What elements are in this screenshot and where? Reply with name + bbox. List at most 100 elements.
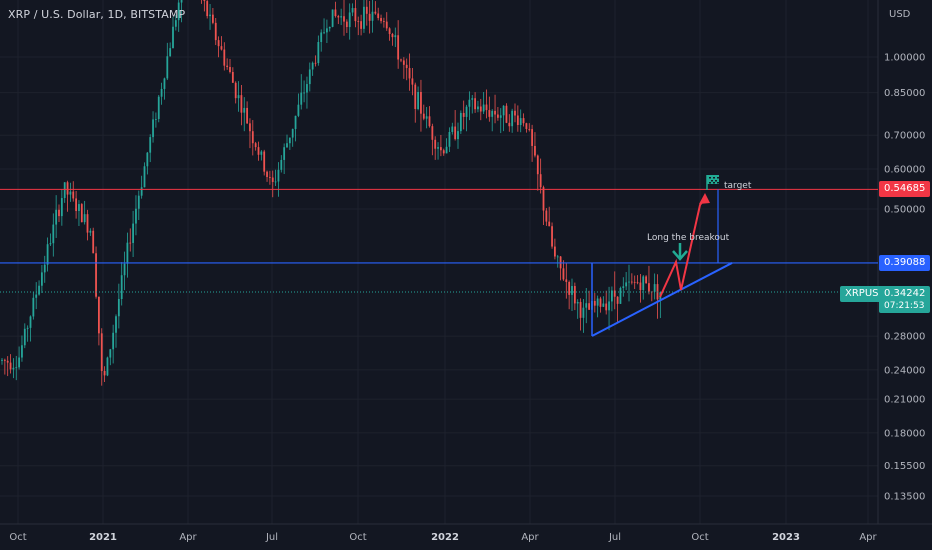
candle-body	[525, 123, 528, 129]
candle-body	[422, 113, 425, 119]
candle-body	[514, 110, 516, 116]
target-annotation: target	[724, 181, 752, 191]
candle-body	[89, 230, 92, 233]
candle-body	[539, 174, 542, 188]
candle-body	[83, 214, 86, 223]
target-price-label: 0.54685	[884, 183, 926, 194]
candle-body	[240, 95, 243, 113]
breakout-arrow-icon	[672, 250, 688, 261]
candle-body	[588, 303, 590, 310]
candle-body	[648, 283, 650, 292]
candle-body	[291, 129, 294, 138]
candle-body	[380, 18, 382, 22]
candle-body	[511, 110, 514, 127]
candle-body	[297, 104, 300, 116]
candle-body	[377, 13, 380, 19]
candle-body	[471, 98, 474, 100]
candle-body	[129, 242, 132, 244]
candle-body	[371, 11, 374, 21]
candle-body	[38, 285, 40, 295]
candle-body	[229, 66, 231, 72]
candle-body	[323, 32, 325, 34]
candle-body	[528, 128, 531, 130]
candle-body	[46, 244, 49, 265]
candle-body	[143, 166, 146, 188]
candle-body	[556, 256, 559, 258]
candle-body	[482, 104, 485, 112]
candle-body	[43, 264, 46, 273]
candle-body	[15, 367, 18, 369]
candle-body	[505, 105, 508, 123]
candle-body	[180, 0, 183, 3]
candle-body	[494, 110, 496, 115]
candle-body	[554, 246, 556, 257]
flag-check	[709, 182, 711, 184]
candle-body	[117, 299, 120, 317]
candle-body	[109, 349, 112, 358]
candle-body	[18, 357, 20, 368]
candle-body	[163, 78, 166, 89]
candle-body	[405, 64, 408, 69]
price-tick-label: 0.60000	[884, 164, 925, 175]
candle-body	[326, 28, 328, 33]
triangle-rising-support	[591, 262, 733, 337]
candle-body	[52, 224, 55, 244]
candle-body	[206, 1, 209, 17]
candle-body	[55, 209, 58, 225]
current-symbol-tag[interactable]: XRPUSD	[840, 286, 892, 302]
candle-body	[58, 209, 60, 217]
candle-body	[502, 105, 505, 116]
candle-body	[269, 177, 271, 178]
candle-body	[345, 21, 348, 28]
candle-body	[314, 62, 317, 64]
candle-body	[334, 9, 337, 17]
breakout-price-tag: 0.39088	[879, 255, 931, 271]
flag-check	[713, 182, 715, 184]
candle-body	[628, 281, 630, 283]
time-tick-label: Jul	[608, 532, 621, 543]
price-tick-label: 0.18000	[884, 428, 925, 439]
candle-body	[645, 276, 647, 284]
candle-body	[625, 282, 628, 287]
candle-body	[174, 20, 177, 27]
current-price-tag: 0.34242 07:21:53	[879, 286, 931, 313]
candle-body	[75, 198, 77, 212]
candle-body	[300, 92, 303, 105]
candle-body	[582, 307, 585, 318]
price-tick-label: 0.24000	[884, 365, 925, 376]
candle-body	[571, 286, 573, 295]
candle-body	[231, 71, 234, 83]
candle-body	[442, 150, 445, 154]
candle-body	[1, 359, 3, 361]
candle-body	[545, 210, 548, 222]
candle-body	[437, 147, 439, 149]
candle-body	[368, 13, 371, 21]
candle-body	[451, 126, 454, 132]
candle-body	[417, 91, 419, 109]
candle-body	[459, 112, 462, 132]
time-tick-label: Oct	[691, 532, 708, 543]
candle-body	[619, 287, 622, 304]
price-tick-label: 0.13500	[884, 492, 925, 503]
candle-body	[431, 126, 434, 140]
candle-body	[602, 303, 605, 307]
candle-body	[303, 92, 305, 94]
candle-body	[166, 56, 169, 79]
candle-body	[360, 21, 362, 29]
candle-body	[328, 26, 331, 29]
candle-body	[363, 6, 365, 29]
candle-body	[351, 8, 354, 13]
candle-body	[622, 286, 625, 288]
candle-body	[209, 14, 211, 17]
candle-body	[274, 181, 277, 183]
candle-body	[551, 226, 553, 247]
candle-body	[491, 110, 494, 117]
candle-body	[35, 294, 38, 298]
candle-body	[203, 0, 206, 2]
time-tick-label: Apr	[521, 532, 539, 543]
candle-body	[123, 263, 126, 276]
candle-body	[246, 107, 248, 124]
candle-body	[112, 332, 115, 350]
